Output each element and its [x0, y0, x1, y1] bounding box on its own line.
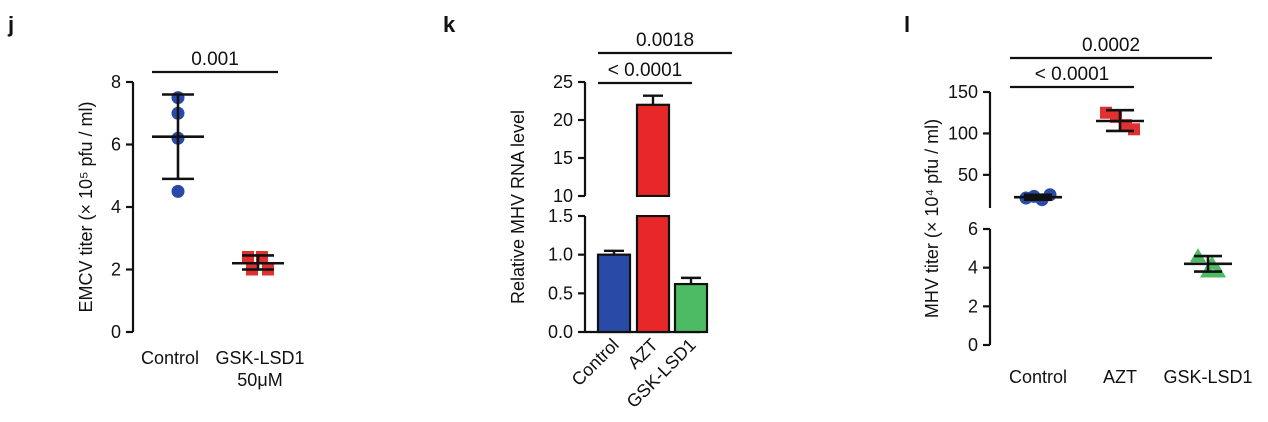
bar: [673, 282, 709, 334]
comparison-bracket-2-label: 0.0002: [1082, 35, 1140, 56]
y-tick-label-upper: 50: [958, 165, 978, 185]
data-point: [1120, 119, 1132, 132]
y-tick-label-upper: 10: [553, 186, 573, 206]
panel-label-k: k: [443, 12, 456, 37]
x-category-label: Control: [1009, 367, 1067, 387]
y-tick-label-lower: 6: [968, 219, 978, 239]
y-tick-label-lower: 1.5: [548, 206, 573, 226]
y-tick-label: 4: [111, 197, 121, 217]
y-tick-label-upper: 150: [948, 82, 978, 102]
bar-lower-part: [635, 214, 671, 334]
x-category-label: AZT: [1103, 367, 1137, 387]
bar-upper-part: [635, 103, 671, 198]
y-tick-label-upper: 100: [948, 123, 978, 143]
y-tick-label-upper: 20: [553, 110, 573, 130]
x-category-label: Control: [141, 348, 199, 368]
y-tick-label-lower: 4: [968, 258, 978, 278]
y-tick-label-lower: 2: [968, 296, 978, 316]
panel-j-chart: 0 2 4 6 8 EMCV titer (× 10⁵ pfu / ml) Control G…: [76, 49, 305, 390]
y-tick-label-upper: 25: [553, 72, 573, 92]
y-axis-title: Relative MHV RNA level: [508, 110, 528, 304]
panel-k-chart: 10 15 20 25 0.0 0.5 1.0 1.5 Relative MHV RNA lev…: [508, 30, 732, 412]
x-category-label: GSK-LSD1: [215, 348, 304, 368]
y-tick-label-upper: 15: [553, 148, 573, 168]
data-point: [242, 251, 254, 263]
y-tick-label: 8: [111, 72, 121, 92]
y-tick-label: 2: [111, 260, 121, 280]
axis-break-gap: [634, 197, 672, 215]
x-category-label: Control: [568, 335, 623, 390]
y-axis-title: EMCV titer (× 10⁵ pfu / ml): [76, 101, 96, 312]
data-point: [171, 184, 185, 198]
panel-l-chart: 50 100 150 0 2 4 6 MHV titer (× 10⁴ pfu / ml) Co…: [922, 35, 1253, 387]
y-axis-title: MHV titer (× 10⁴ pfu / ml): [922, 119, 942, 318]
comparison-bracket-1-label: < 0.0001: [1035, 64, 1110, 85]
y-tick-label-lower: 0.5: [548, 283, 573, 303]
comparison-bracket-label: 0.001: [191, 49, 239, 70]
x-category-label: 50μM: [237, 370, 282, 390]
y-tick-label-lower: 1.0: [548, 245, 573, 265]
comparison-bracket-2-label: 0.0018: [636, 30, 694, 51]
x-category-label: GSK-LSD1: [1163, 367, 1252, 387]
x-category-label: GSK-LSD1: [623, 335, 700, 412]
y-tick-label: 0: [111, 322, 121, 342]
bar: [596, 253, 632, 334]
y-tick-label-lower: 0.0: [548, 322, 573, 342]
comparison-bracket-1-label: < 0.0001: [608, 60, 683, 81]
panel-label-l: l: [904, 12, 910, 37]
y-tick-label: 6: [111, 135, 121, 155]
panel-label-j: j: [7, 12, 14, 37]
y-tick-label-lower: 0: [968, 335, 978, 355]
data-point: [1128, 123, 1140, 136]
